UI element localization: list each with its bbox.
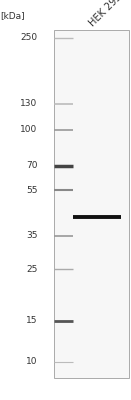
Text: HEK 293: HEK 293 bbox=[87, 0, 124, 28]
Text: 25: 25 bbox=[26, 265, 37, 274]
Text: 130: 130 bbox=[20, 99, 37, 108]
Text: 35: 35 bbox=[26, 231, 37, 240]
Text: 55: 55 bbox=[26, 186, 37, 195]
Text: 70: 70 bbox=[26, 161, 37, 170]
Text: 15: 15 bbox=[26, 316, 37, 325]
Text: [kDa]: [kDa] bbox=[1, 11, 25, 20]
Text: 10: 10 bbox=[26, 357, 37, 366]
Text: 100: 100 bbox=[20, 126, 37, 134]
Text: 250: 250 bbox=[20, 33, 37, 42]
Bar bbox=[54, 30, 129, 378]
